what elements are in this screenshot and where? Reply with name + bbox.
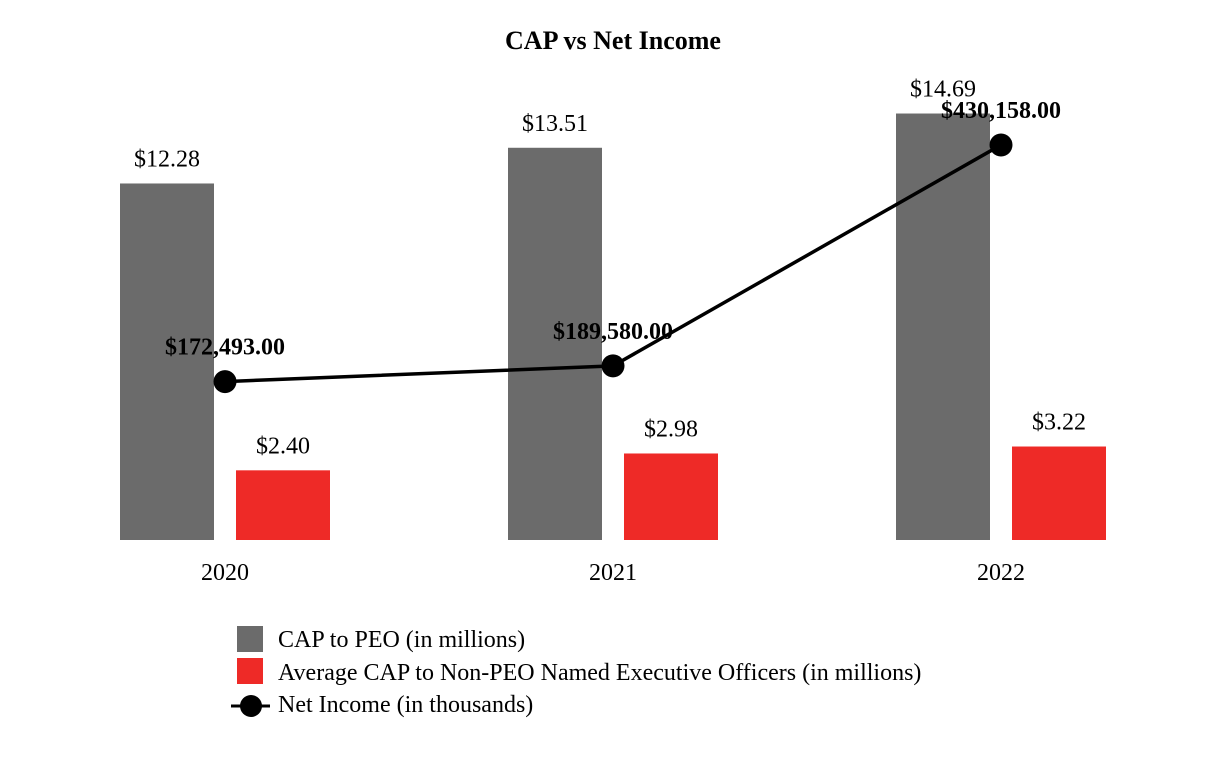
- bar-label-cap-non-peo-2020: $2.40: [256, 433, 310, 459]
- legend-label-cap-peo: CAP to PEO (in millions): [278, 627, 525, 653]
- x-tick-labels-group: 2020 2021 2022: [201, 560, 1025, 586]
- legend-label-net-income: Net Income (in thousands): [278, 692, 533, 718]
- bar-label-cap-peo-2021: $13.51: [522, 111, 588, 137]
- x-tick-2020: 2020: [201, 560, 249, 586]
- bar-cap-peo-2022: [896, 113, 990, 541]
- x-tick-2021: 2021: [589, 560, 637, 586]
- bar-cap-peo-2020: [120, 183, 214, 540]
- bar-labels-group: $12.28 $13.51 $14.69 $2.40 $2.98 $3.22: [134, 77, 1086, 460]
- bar-label-cap-peo-2022: $14.69: [910, 77, 976, 103]
- legend: CAP to PEO (in millions) Average CAP to …: [231, 626, 921, 718]
- legend-label-cap-non-peo: Average CAP to Non-PEO Named Executive O…: [278, 660, 921, 686]
- net-income-label-2021: $189,580.00: [553, 319, 673, 345]
- net-income-line: [224, 143, 1002, 384]
- bar-label-cap-non-peo-2021: $2.98: [644, 416, 698, 442]
- net-income-line-group: $172,493.00 $189,580.00 $430,158.00: [165, 98, 1061, 394]
- net-income-point-2020: [213, 370, 237, 394]
- legend-swatch-cap-peo: [237, 626, 263, 652]
- bar-label-cap-peo-2020: $12.28: [134, 146, 200, 172]
- net-income-label-2022: $430,158.00: [941, 98, 1061, 124]
- bar-cap-peo-2021: [508, 147, 602, 540]
- bar-cap-non-peo-2020: [236, 470, 330, 540]
- net-income-point-2021: [601, 354, 625, 378]
- x-tick-2022: 2022: [977, 560, 1025, 586]
- chart-title: CAP vs Net Income: [505, 26, 721, 55]
- net-income-point-2022: [989, 133, 1013, 157]
- net-income-label-2020: $172,493.00: [165, 335, 285, 361]
- bar-cap-non-peo-2021: [624, 453, 718, 540]
- bar-label-cap-non-peo-2022: $3.22: [1032, 410, 1086, 436]
- bars-group: [120, 113, 1106, 541]
- legend-swatch-cap-non-peo: [237, 658, 263, 684]
- bar-cap-non-peo-2022: [1012, 446, 1106, 540]
- legend-marker-net-income: [240, 695, 262, 717]
